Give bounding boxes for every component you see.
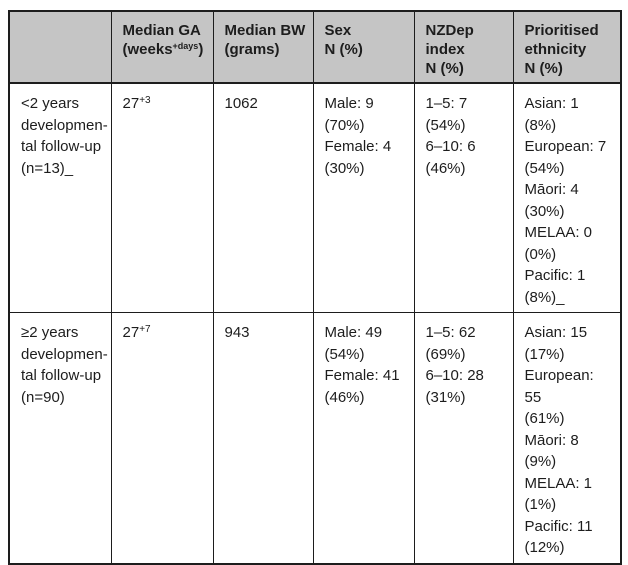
nzdep-value: 1–5: 7 (54%) 6–10: 6 (46%): [413, 82, 514, 313]
ethnicity-value: Asian: 1 (8%) European: 7 (54%) Māori: 4…: [512, 82, 622, 313]
header-median-ga-unit: (weeks+days): [122, 40, 204, 59]
cohort-summary-table: Median GA (weeks+days) Median BW (grams)…: [8, 10, 622, 565]
sex-value: Male: 9 (70%) Female: 4 (30%): [312, 82, 415, 313]
ga-superscript: +3: [139, 95, 151, 106]
table-header-row: Median GA (weeks+days) Median BW (grams)…: [8, 10, 622, 84]
header-median-ga-line1: Median GA: [122, 22, 201, 39]
median-ga-value: 27+3: [110, 82, 214, 313]
header-ga-superscript: +days: [172, 40, 199, 51]
median-ga-value: 27+7: [110, 312, 214, 564]
page: { "colors": { "header_bg": "#c5c5c5", "b…: [8, 10, 622, 565]
ga-superscript: +7: [139, 324, 151, 335]
nzdep-value: 1–5: 62 (69%) 6–10: 28 (31%): [413, 312, 514, 564]
row-label: ≥2 years developmen- tal follow-up (n=90…: [8, 312, 112, 564]
ethnicity-value: Asian: 15 (17%) European: 55 (61%) Māori…: [512, 312, 622, 564]
sex-value: Male: 49 (54%) Female: 41 (46%): [312, 312, 415, 564]
header-nzdep: NZDep index N (%): [413, 10, 514, 84]
header-ethnicity: Prioritised ethnicity N (%): [512, 10, 622, 84]
header-sex: Sex N (%): [312, 10, 415, 84]
median-bw-value: 1062: [212, 82, 314, 313]
header-empty-cell: [8, 10, 112, 84]
median-bw-value: 943: [212, 312, 314, 564]
row-label: <2 years developmen- tal follow-up (n=13…: [8, 82, 112, 313]
table-row-under-2-years: <2 years developmen- tal follow-up (n=13…: [8, 82, 622, 313]
header-median-bw: Median BW (grams): [212, 10, 314, 84]
header-median-ga: Median GA (weeks+days): [110, 10, 214, 84]
table-row-over-2-years: ≥2 years developmen- tal follow-up (n=90…: [8, 312, 622, 564]
